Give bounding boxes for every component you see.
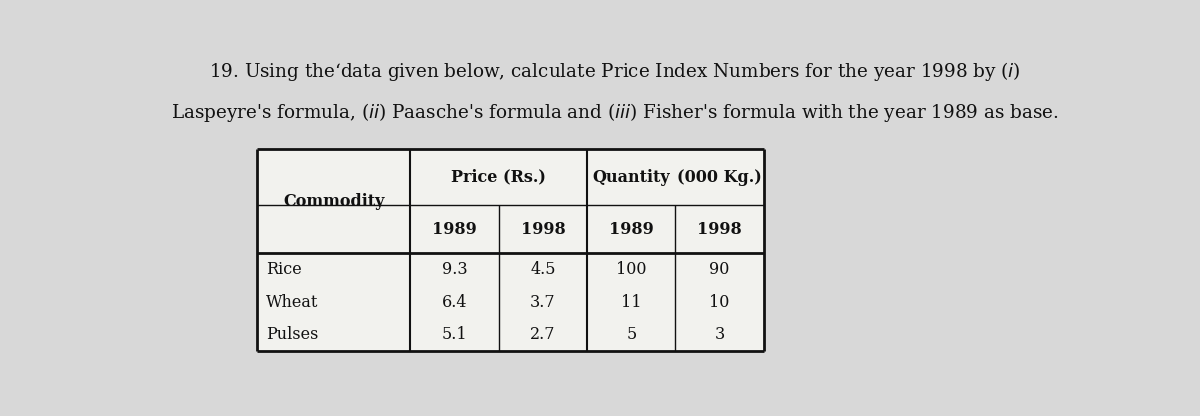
- Text: 3.7: 3.7: [530, 294, 556, 311]
- Text: Pulses: Pulses: [266, 326, 319, 343]
- Text: Commodity: Commodity: [283, 193, 384, 210]
- Text: 9.3: 9.3: [442, 261, 467, 278]
- Text: 1998: 1998: [521, 221, 565, 238]
- Text: Wheat: Wheat: [266, 294, 319, 311]
- Text: Laspeyre's formula, ($ii$) Paasche's formula and ($iii$) Fisher's formula with t: Laspeyre's formula, ($ii$) Paasche's for…: [172, 101, 1058, 124]
- Text: 19. Using theʻdata given below, calculate Price Index Numbers for the year 1998 : 19. Using theʻdata given below, calculat…: [209, 59, 1021, 82]
- Text: 2.7: 2.7: [530, 326, 556, 343]
- Text: 100: 100: [616, 261, 647, 278]
- Text: 5: 5: [626, 326, 636, 343]
- Text: 6.4: 6.4: [442, 294, 467, 311]
- Text: Quantity: Quantity: [593, 169, 670, 186]
- Text: 5.1: 5.1: [442, 326, 467, 343]
- Text: 4.5: 4.5: [530, 261, 556, 278]
- FancyBboxPatch shape: [257, 149, 763, 351]
- Text: Rice: Rice: [266, 261, 302, 278]
- Text: 90: 90: [709, 261, 730, 278]
- Text: 1998: 1998: [697, 221, 742, 238]
- Text: 3: 3: [714, 326, 725, 343]
- Text: 1989: 1989: [608, 221, 654, 238]
- Text: 10: 10: [709, 294, 730, 311]
- Text: 11: 11: [622, 294, 642, 311]
- Text: Price (Rs.): Price (Rs.): [451, 169, 546, 186]
- Text: 1989: 1989: [432, 221, 476, 238]
- Text: (000 Kg.): (000 Kg.): [677, 169, 762, 186]
